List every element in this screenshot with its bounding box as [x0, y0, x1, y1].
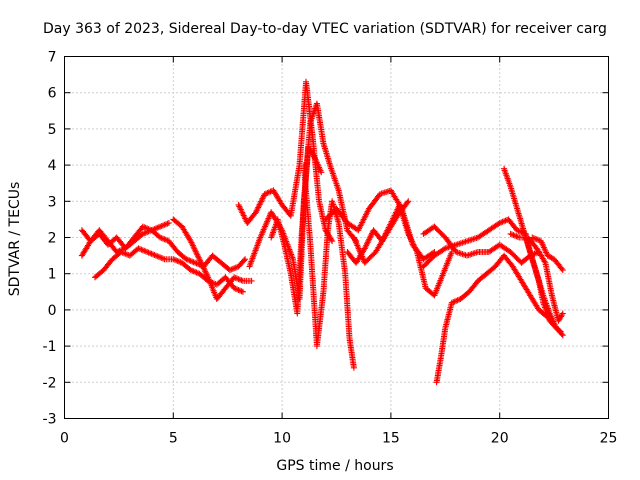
- series-arc-n: [433, 252, 551, 386]
- y-tick-label: 0: [48, 303, 57, 319]
- x-tick-label: 10: [273, 431, 291, 447]
- series-markers: [420, 216, 529, 270]
- series-arc-q: [522, 234, 566, 339]
- x-tick-label: 20: [491, 431, 509, 447]
- x-tick-label: 15: [382, 431, 400, 447]
- series-markers: [350, 198, 412, 266]
- series-markers: [300, 162, 357, 371]
- series-markers: [507, 230, 566, 324]
- y-tick-label: -3: [43, 412, 57, 428]
- chart-title: Day 363 of 2023, Sidereal Day-to-day VTE…: [43, 21, 607, 37]
- series-markers: [170, 216, 255, 302]
- y-tick-label: -1: [43, 339, 57, 355]
- y-axis-label: SDTVAR / TECUs: [7, 182, 23, 297]
- tick-labels: 0 5 10 15 20 25 -3 -2 -1 0 1 2 3 4 5 6 7: [43, 50, 618, 447]
- series-arc-h: [300, 162, 357, 371]
- series-arc-e: [235, 78, 336, 245]
- series-arc-l: [420, 216, 529, 270]
- y-tick-label: 7: [48, 50, 57, 66]
- x-axis-label: GPS time / hours: [276, 458, 393, 474]
- y-tick-label: 5: [48, 122, 57, 138]
- y-tick-label: 6: [48, 86, 57, 102]
- series-arc-k: [350, 198, 412, 266]
- y-tick-label: 4: [48, 158, 57, 174]
- series-arc-p: [507, 230, 566, 324]
- series-markers: [235, 78, 336, 245]
- series-markers: [529, 234, 566, 274]
- axis-ticks: [64, 56, 609, 419]
- y-tick-label: 1: [48, 267, 57, 283]
- y-tick-label: -2: [43, 375, 57, 391]
- y-tick-label: 3: [48, 194, 57, 210]
- x-tick-label: 0: [60, 431, 69, 447]
- series-markers: [420, 223, 542, 266]
- x-tick-label: 5: [169, 431, 178, 447]
- series-markers: [522, 234, 566, 339]
- data-series: [78, 78, 566, 386]
- series-arc-b: [78, 220, 172, 259]
- series-arc-m: [420, 223, 542, 266]
- series-arc-d: [170, 216, 255, 302]
- series-arc-r: [529, 234, 566, 274]
- series-markers: [433, 252, 551, 386]
- y-tick-label: 2: [48, 231, 57, 247]
- x-tick-label: 25: [600, 431, 618, 447]
- series-markers: [78, 220, 172, 259]
